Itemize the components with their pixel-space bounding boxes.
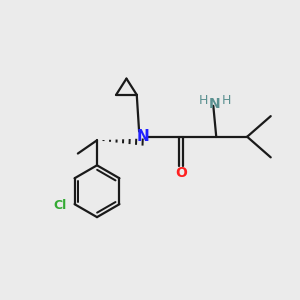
Text: H: H [198,94,208,107]
Text: N: N [209,97,220,111]
Text: N: N [136,129,149,144]
Text: Cl: Cl [53,199,66,212]
Text: O: O [175,166,187,180]
Text: H: H [222,94,231,107]
